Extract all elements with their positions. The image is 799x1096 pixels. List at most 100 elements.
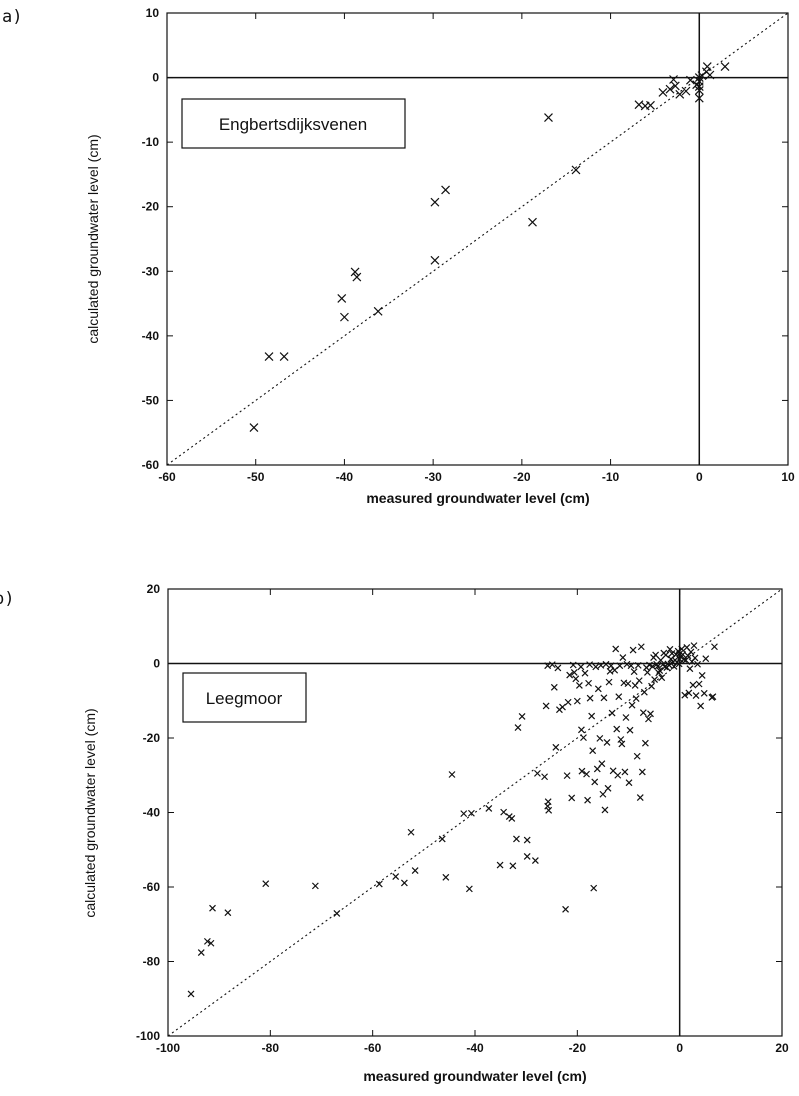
panel-b-data-point <box>697 702 705 710</box>
panel-b-one-to-one-line <box>167 588 783 1037</box>
panel-b-data-point <box>629 646 637 654</box>
panel-b-data-point <box>541 773 549 781</box>
panel-b-data-point <box>608 709 616 717</box>
panel-b-data-point <box>203 937 211 945</box>
panel-a-y-tick-label: -40 <box>142 329 160 343</box>
panel-a-data-point <box>681 86 691 96</box>
panel-b-data-point <box>575 682 583 689</box>
panel-b-data-point <box>666 645 674 653</box>
panel-b-y-tick-label: -100 <box>136 1029 160 1043</box>
panel-a-y-tick-label: -20 <box>142 200 160 214</box>
panel-b-data-point <box>548 661 556 669</box>
panel-b-data-point <box>187 990 195 998</box>
panel-a-data-point <box>264 352 274 361</box>
panel-b-data-point <box>623 660 631 668</box>
panel-a-x-tick-label: -30 <box>424 470 442 484</box>
panel-b-data-point <box>562 905 569 913</box>
panel-b-data-point <box>641 739 649 747</box>
panel-b-data-point <box>544 798 552 806</box>
panel-b-data-point <box>577 663 585 671</box>
panel-b-x-tick-label: -40 <box>466 1041 484 1055</box>
panel-b-data-point <box>578 767 586 775</box>
panel-b-data-point <box>485 804 493 812</box>
panel-a-x-tick-label: -50 <box>247 470 265 484</box>
panel-b: b) -100 -80 -60 -40 -20 0 20 -100 -80 -60 -40 -20 0… <box>0 582 789 1084</box>
panel-b-data-point <box>554 664 562 672</box>
panel-b-data-point <box>568 794 576 802</box>
panel-b-data-point <box>694 660 701 668</box>
panel-b-data-point <box>523 836 531 844</box>
panel-b-x-tick-label: 0 <box>676 1041 683 1055</box>
panel-b-data-point <box>619 654 627 661</box>
panel-a-data-point <box>670 81 680 91</box>
panel-a-site-label-box <box>181 98 406 149</box>
panel-b-data-point <box>636 794 644 802</box>
panel-b-y-axis-title: calculated groundwater level (cm) <box>82 708 98 917</box>
panel-b-data-point <box>662 651 670 659</box>
panel-a-data-point <box>350 267 360 277</box>
panel-b-data-point <box>698 671 706 679</box>
panel-b-data-point <box>658 674 666 682</box>
panel-b-data-point <box>600 694 608 702</box>
panel-a-data-point <box>430 197 440 207</box>
panel-b-data-point <box>197 949 205 956</box>
panel-b-data-point <box>644 669 651 676</box>
panel-a-y-tick-label: -30 <box>142 264 160 278</box>
panel-b-data-point <box>411 867 419 875</box>
panel-a: a) -60 -50 -40 -30 -20 -10 0 10 -60 -50 -40 -30 -20… <box>2 6 795 506</box>
panel-b-data-point <box>656 667 664 675</box>
panel-a-y-tick-label: 10 <box>146 6 160 20</box>
panel-b-data-point <box>678 645 686 653</box>
panel-a-data-point <box>544 113 553 123</box>
panel-b-data-point <box>591 778 599 786</box>
panel-a-site-label: Engbertsdijksvenen <box>219 115 367 134</box>
panel-b-data-point <box>687 648 695 656</box>
panel-b-data-point <box>572 675 580 683</box>
panel-a-data-point <box>694 77 704 86</box>
panel-b-data-point <box>689 681 697 689</box>
panel-b-data-point <box>647 710 654 718</box>
panel-b-data-point <box>542 702 550 710</box>
panel-a-x-ticks: -60 -50 -40 -30 -20 -10 0 10 <box>158 13 795 484</box>
panel-a-y-tick-label: -60 <box>142 458 160 472</box>
panel-a-data-point <box>373 306 383 316</box>
panel-b-letter: b) <box>0 589 14 609</box>
panel-b-data-point <box>563 772 571 780</box>
panel-b-data-point <box>613 725 621 733</box>
panel-b-data-point <box>592 663 600 671</box>
panel-b-data-point <box>508 815 516 822</box>
panel-b-data-point <box>639 709 647 717</box>
panel-b-data-point <box>603 739 611 746</box>
panel-b-data-point <box>615 693 623 701</box>
panel-b-data-point <box>628 701 636 709</box>
panel-b-y-tick-label: -80 <box>143 955 161 969</box>
panel-b-data-point <box>514 724 522 731</box>
panel-b-data-point <box>614 771 622 779</box>
panel-b-data-point <box>630 668 638 676</box>
panel-b-data-point <box>533 769 541 777</box>
panel-b-data-point <box>598 760 606 768</box>
panel-b-data-point <box>545 806 553 814</box>
panel-b-data-point <box>685 689 693 697</box>
panel-b-y-tick-label: 0 <box>153 657 160 671</box>
panel-b-data-point <box>624 680 632 688</box>
panel-a-data-point <box>720 62 730 72</box>
panel-b-data-point <box>467 809 475 817</box>
panel-b-data-point <box>640 688 648 696</box>
panel-b-data-point <box>400 879 408 887</box>
panel-a-one-to-one-line <box>166 12 789 466</box>
panel-a-x-tick-label: -40 <box>336 470 354 484</box>
panel-a-points <box>249 62 730 432</box>
panel-b-y-tick-label: 20 <box>147 582 161 596</box>
panel-b-data-point <box>700 689 708 697</box>
panel-b-data-point <box>407 828 415 836</box>
panel-b-data-point <box>392 873 400 880</box>
panel-b-data-point <box>550 683 558 691</box>
panel-a-y-ticks: -60 -50 -40 -30 -20 -10 0 10 <box>142 6 788 472</box>
panel-b-data-point <box>513 835 520 843</box>
panel-a-x-tick-label: -10 <box>602 470 620 484</box>
panel-b-data-point <box>633 752 641 760</box>
panel-b-data-point <box>702 655 710 663</box>
panel-b-data-point <box>564 698 572 706</box>
panel-a-plot-frame <box>166 12 789 466</box>
